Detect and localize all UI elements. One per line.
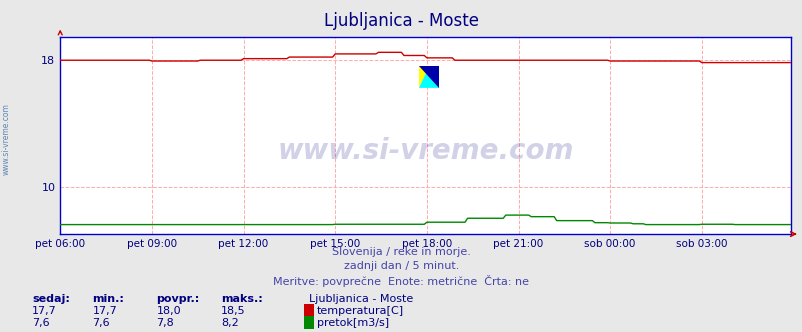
- Text: zadnji dan / 5 minut.: zadnji dan / 5 minut.: [343, 261, 459, 271]
- Text: www.si-vreme.com: www.si-vreme.com: [2, 104, 11, 175]
- Text: Meritve: povprečne  Enote: metrične  Črta: ne: Meritve: povprečne Enote: metrične Črta:…: [273, 275, 529, 287]
- Text: 7,6: 7,6: [32, 318, 50, 328]
- Text: 18,0: 18,0: [156, 306, 181, 316]
- Text: 8,2: 8,2: [221, 318, 238, 328]
- Text: povpr.:: povpr.:: [156, 294, 200, 304]
- Polygon shape: [419, 66, 439, 88]
- Text: 7,6: 7,6: [92, 318, 110, 328]
- Text: Ljubljanica - Moste: Ljubljanica - Moste: [323, 12, 479, 30]
- Text: 7,8: 7,8: [156, 318, 174, 328]
- Text: temperatura[C]: temperatura[C]: [317, 306, 403, 316]
- Text: 17,7: 17,7: [92, 306, 117, 316]
- Text: maks.:: maks.:: [221, 294, 262, 304]
- Polygon shape: [419, 66, 439, 88]
- Text: 18,5: 18,5: [221, 306, 245, 316]
- Text: Slovenija / reke in morje.: Slovenija / reke in morje.: [332, 247, 470, 257]
- Text: sedaj:: sedaj:: [32, 294, 70, 304]
- Polygon shape: [419, 66, 429, 88]
- Text: 17,7: 17,7: [32, 306, 57, 316]
- Text: www.si-vreme.com: www.si-vreme.com: [277, 137, 573, 165]
- Text: pretok[m3/s]: pretok[m3/s]: [317, 318, 389, 328]
- Text: Ljubljanica - Moste: Ljubljanica - Moste: [309, 294, 413, 304]
- Text: min.:: min.:: [92, 294, 124, 304]
